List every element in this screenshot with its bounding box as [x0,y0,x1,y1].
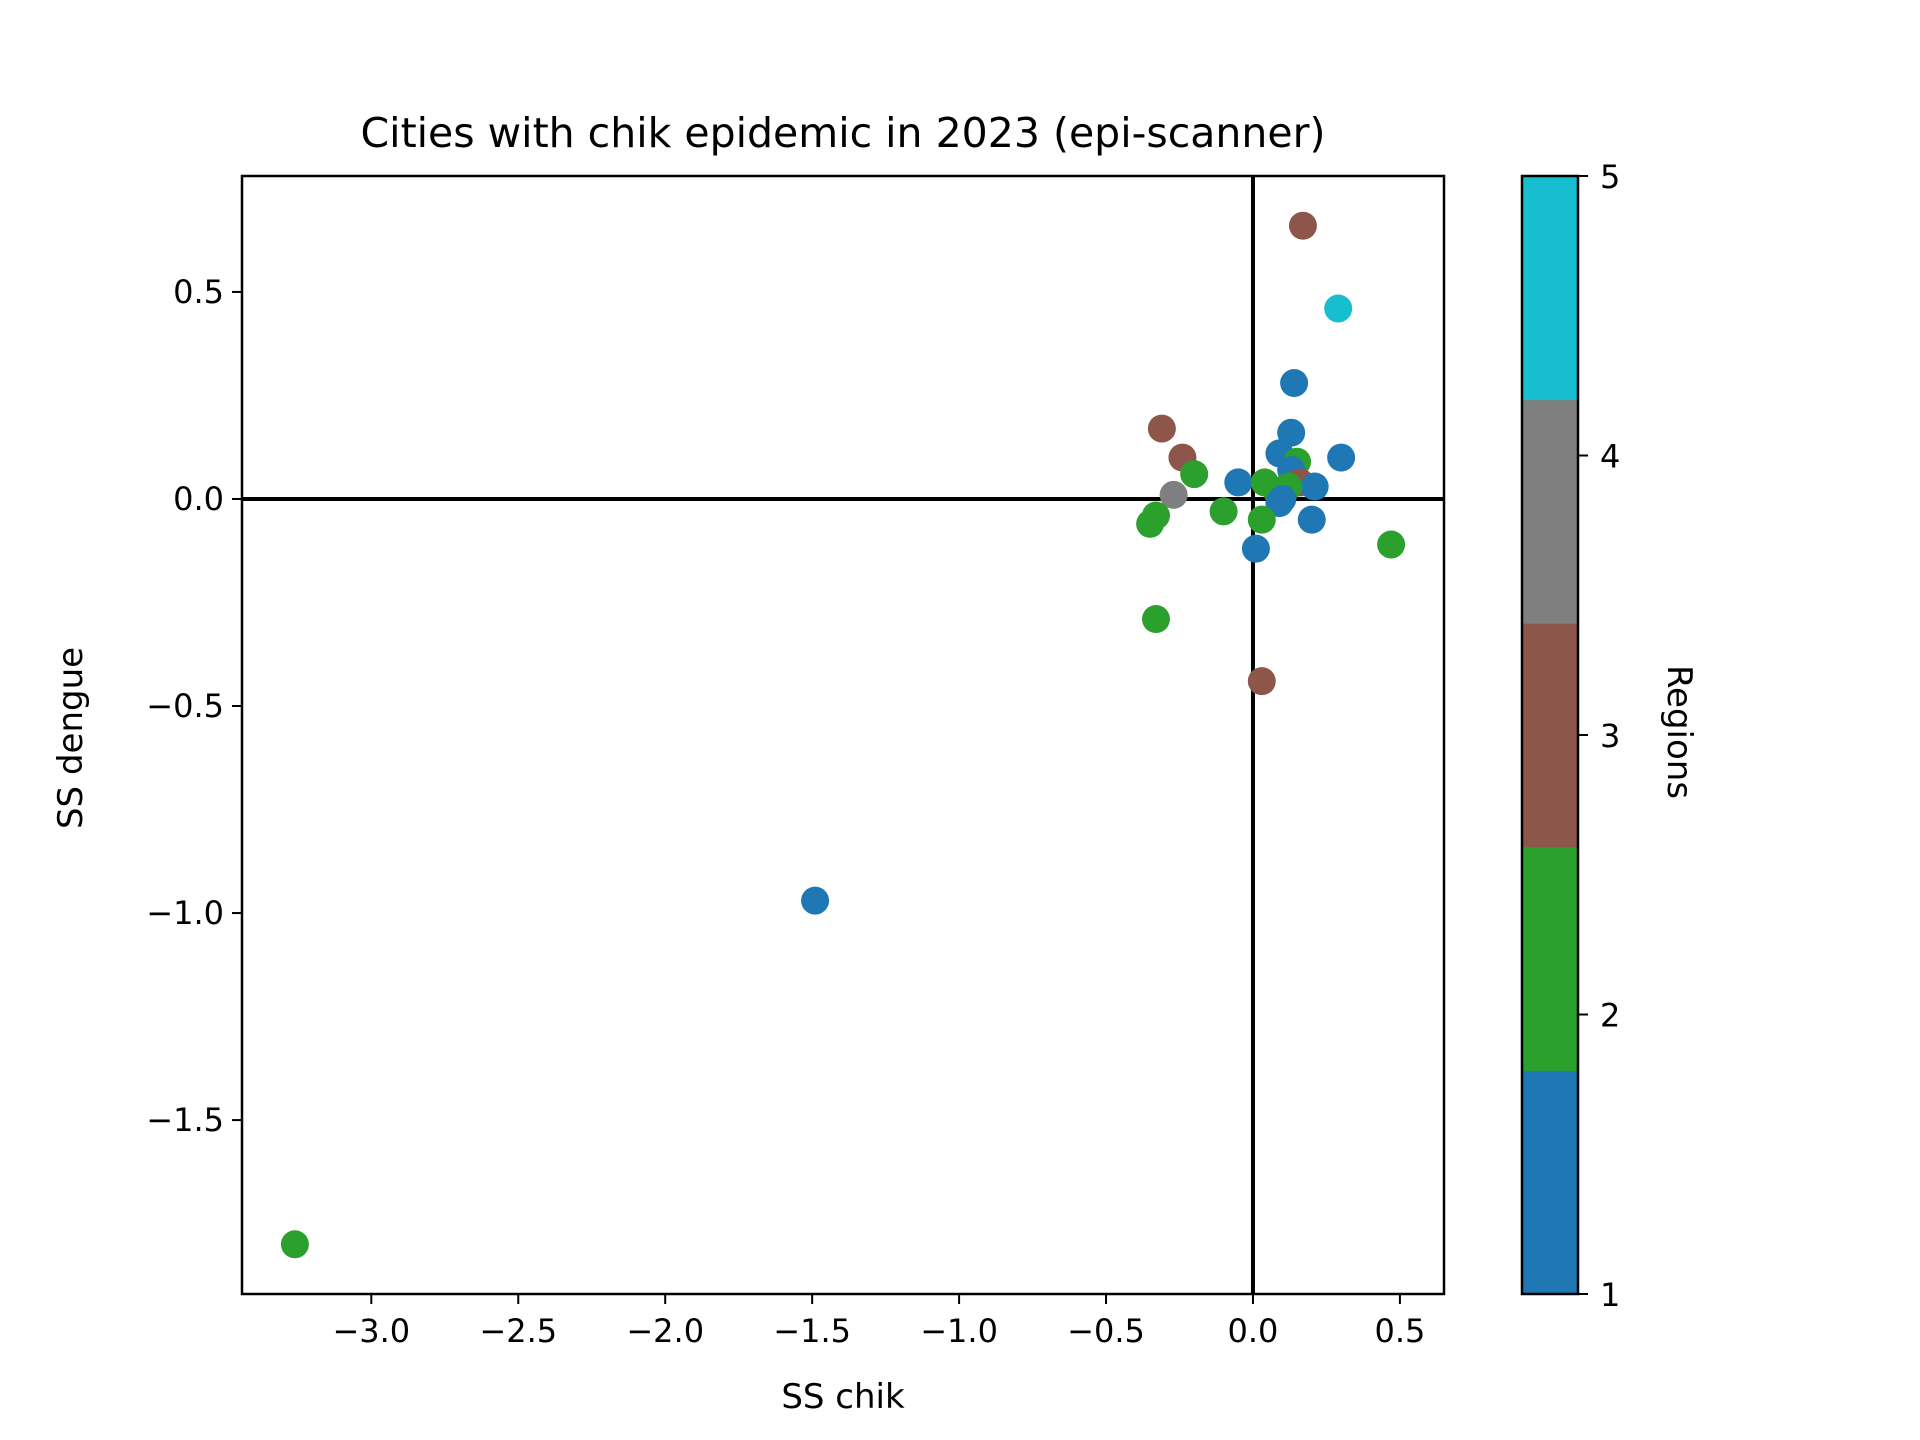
colorbar-tick-label: 1 [1600,1276,1620,1314]
plot-frame [240,174,1446,1296]
data-point [1159,480,1188,509]
data-point [801,886,830,915]
data-point [1147,414,1176,443]
colorbar: 1 2 3 4 5 [1520,158,1620,1314]
colorbar-tick-label: 2 [1600,997,1620,1035]
colorbar-segment [1522,176,1578,401]
data-point [1136,509,1165,538]
data-point [1224,468,1253,497]
plot-area: −3.0 −2.5 −2.0 −1.5 −1.0 −0.5 0.0 0.5 −1.5 −1.0 −0… [146,174,1446,1350]
data-point [1324,294,1353,323]
colorbar-segment [1522,846,1578,1071]
colorbar-segment [1522,1070,1578,1295]
data-point [1327,443,1356,472]
chart-title: Cities with chik epidemic in 2023 (epi-s… [361,109,1326,157]
data-point [1241,534,1270,563]
x-tick-label: −2.5 [479,1312,557,1350]
data-point [1265,489,1294,518]
y-tick-label: 0.0 [173,480,224,518]
data-point [1247,505,1276,534]
x-tick-label: −1.5 [773,1312,851,1350]
x-tick-label: −0.5 [1067,1312,1145,1350]
data-point [1209,497,1238,526]
y-tick-label: −0.5 [146,687,224,725]
data-point [1377,530,1406,559]
x-tick-label: −2.0 [626,1312,704,1350]
colorbar-segment [1522,399,1578,624]
y-axis-title: SS dengue [51,647,91,829]
data-point [1180,460,1209,489]
x-tick-label: 0.5 [1374,1312,1425,1350]
data-point [1277,418,1306,447]
colorbar-title: Regions [1659,665,1699,799]
data-point [1297,505,1326,534]
data-point [1280,369,1309,398]
colorbar-tick-label: 3 [1600,717,1620,755]
colorbar-tick-label: 5 [1600,158,1620,196]
colorbar-tick-label: 4 [1600,438,1620,476]
y-tick-label: −1.0 [146,894,224,932]
data-point [1288,211,1317,240]
colorbar-segment [1522,623,1578,848]
x-tick-label: −1.0 [920,1312,998,1350]
data-point [280,1230,309,1259]
data-point [1141,605,1170,634]
y-tick-label: −1.5 [146,1101,224,1139]
y-tick-label: 0.5 [173,273,224,311]
x-tick-label: 0.0 [1228,1312,1279,1350]
data-point [1247,667,1276,696]
x-tick-label: −3.0 [332,1312,410,1350]
x-axis-title: SS chik [781,1377,905,1417]
data-point [1300,472,1329,501]
